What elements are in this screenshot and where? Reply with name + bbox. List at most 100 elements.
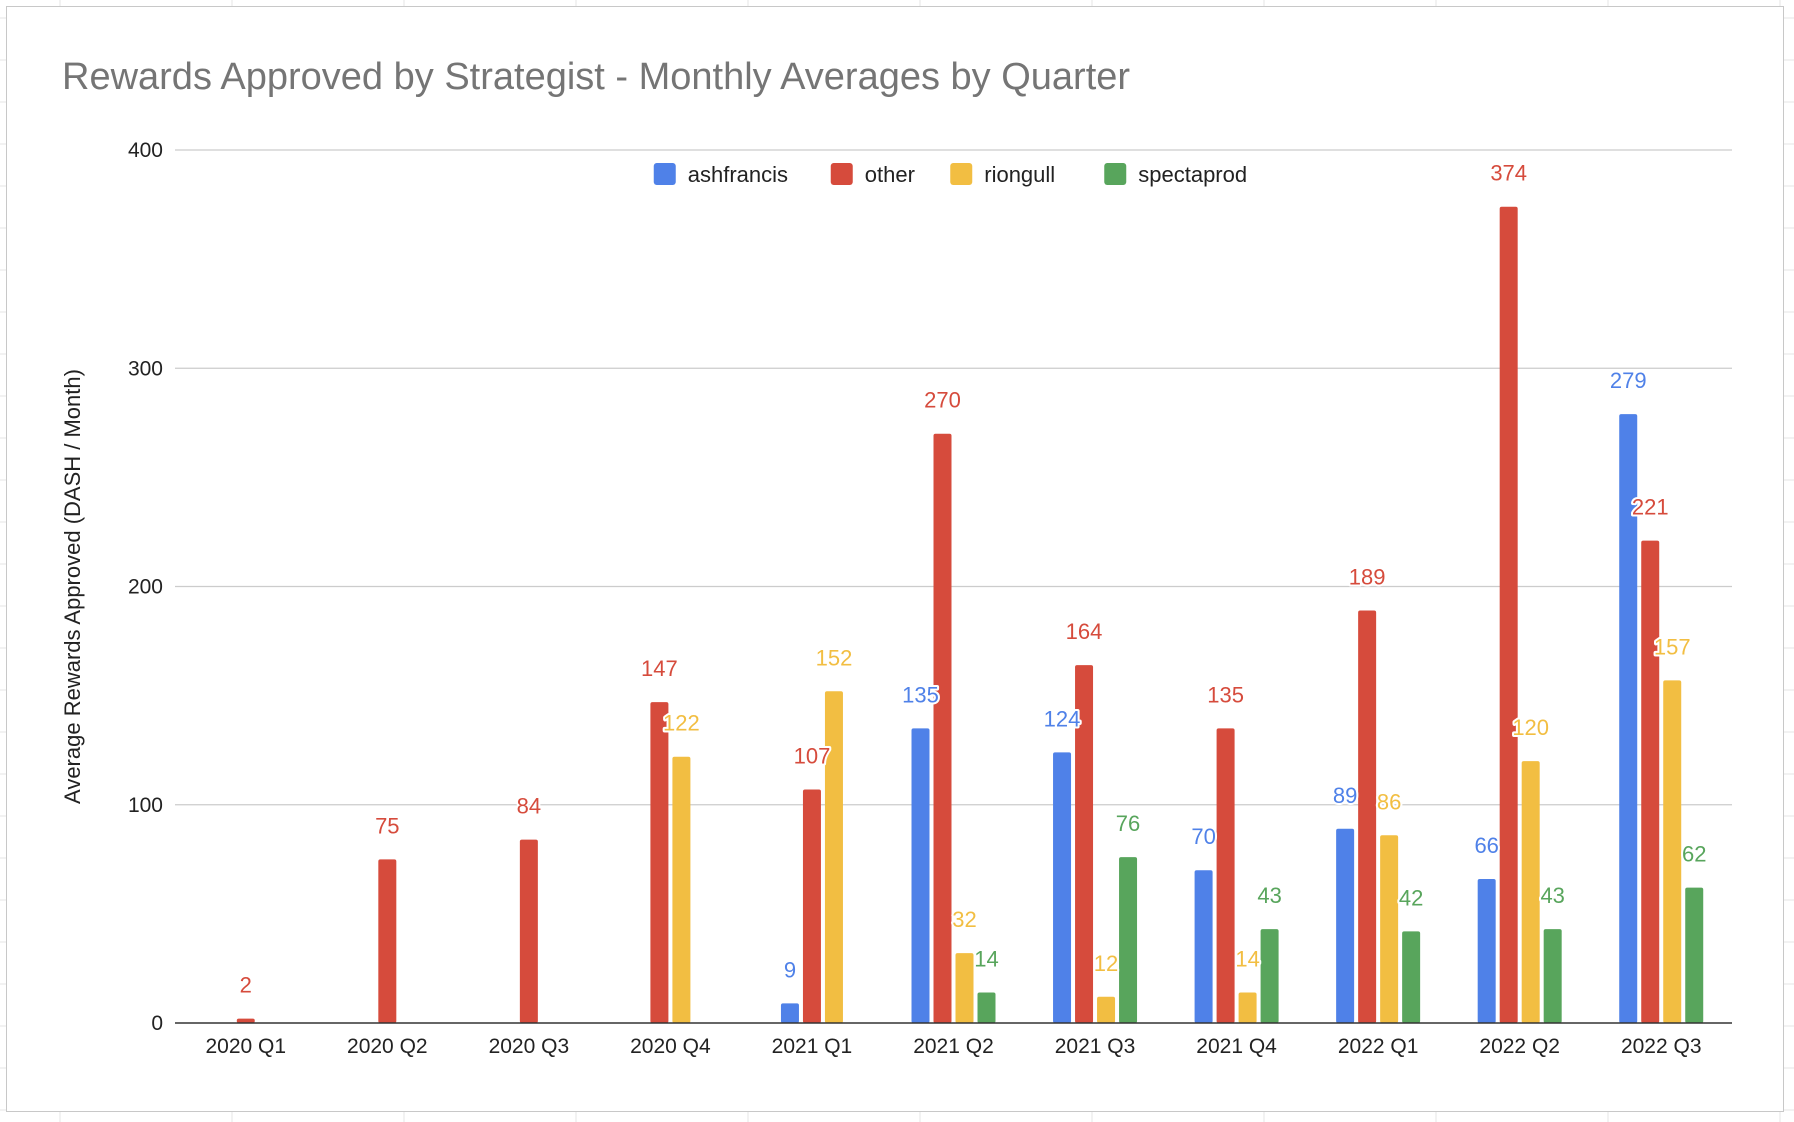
data-label: 89	[1333, 783, 1357, 808]
data-label: 135	[902, 682, 939, 707]
bar-riongull-2021-q1	[824, 691, 843, 1023]
data-label: 76	[1116, 811, 1140, 836]
data-label: 120	[1512, 715, 1549, 740]
bar-spectaprod-2022-q2	[1543, 929, 1562, 1023]
bar-riongull-2020-q4	[672, 756, 691, 1023]
bar-riongull-2021-q4	[1238, 992, 1257, 1023]
y-tick-label: 400	[128, 139, 163, 162]
bar-ashfrancis-2021-q4	[1194, 870, 1213, 1023]
x-tick-label: 2021 Q2	[913, 1035, 994, 1058]
bar-other-2020-q1	[236, 1018, 255, 1023]
bar-other-2020-q2	[378, 859, 397, 1023]
legend-label: ashfrancis	[688, 162, 788, 187]
data-label: 84	[517, 794, 541, 819]
legend-swatch	[1104, 163, 1127, 185]
data-label: 32	[952, 907, 976, 932]
data-label: 43	[1257, 883, 1281, 908]
data-label: 62	[1682, 842, 1706, 867]
bar-other-2021-q2	[933, 433, 952, 1024]
bar-ashfrancis-2022-q2	[1477, 878, 1496, 1023]
data-label: 70	[1191, 824, 1215, 849]
chart-title: Rewards Approved by Strategist - Monthly…	[62, 56, 1131, 98]
x-tick-label: 2020 Q3	[489, 1035, 570, 1058]
bar-ashfrancis-2021-q2	[911, 728, 930, 1023]
y-tick-label: 0	[151, 1012, 163, 1035]
bar-other-2022-q3	[1641, 540, 1660, 1023]
x-tick-label: 2022 Q1	[1338, 1035, 1419, 1058]
bar-riongull-2022-q1	[1380, 835, 1399, 1023]
bar-other-2022-q2	[1499, 206, 1518, 1023]
bar-other-2021-q3	[1075, 665, 1094, 1023]
legend: ashfrancis other riongull spectaprod	[653, 162, 1247, 187]
bar-spectaprod-2021-q3	[1119, 857, 1138, 1023]
bar-ashfrancis-2022-q1	[1336, 828, 1355, 1023]
data-label: 279	[1610, 368, 1647, 393]
data-label: 43	[1540, 883, 1564, 908]
x-axis-ticks: 2020 Q1 2020 Q2 2020 Q3 2020 Q4 2021 Q1 2021 …	[205, 1035, 1701, 1058]
legend-item-spectaprod[interactable]: spectaprod	[1104, 162, 1247, 187]
data-label: 221	[1632, 495, 1669, 520]
bar-other-2020-q4	[650, 702, 669, 1023]
data-label: 9	[784, 957, 796, 982]
bar-ashfrancis-2021-q3	[1053, 752, 1072, 1023]
x-tick-label: 2022 Q3	[1621, 1035, 1702, 1058]
legend-swatch	[950, 163, 973, 185]
data-label: 157	[1654, 634, 1691, 659]
bar-spectaprod-2021-q4	[1260, 929, 1279, 1023]
y-axis-ticks: 0 100 200 300 400	[128, 139, 163, 1035]
data-label: 270	[924, 388, 961, 413]
data-label: 75	[375, 813, 399, 838]
legend-swatch	[653, 163, 676, 185]
data-label: 107	[794, 743, 831, 768]
bar-spectaprod-2021-q2	[977, 992, 996, 1023]
legend-item-riongull[interactable]: riongull	[950, 162, 1055, 187]
data-label: 86	[1377, 789, 1401, 814]
data-label: 147	[641, 656, 678, 681]
legend-swatch	[830, 163, 853, 185]
bars	[236, 206, 1704, 1024]
bar-other-2020-q3	[519, 839, 538, 1023]
data-label: 122	[663, 711, 700, 736]
bar-spectaprod-2022-q3	[1685, 887, 1704, 1023]
data-label: 14	[974, 946, 998, 971]
data-label: 189	[1349, 565, 1386, 590]
data-label: 12	[1094, 951, 1118, 976]
x-tick-label: 2021 Q4	[1196, 1035, 1277, 1058]
x-tick-label: 2020 Q2	[347, 1035, 428, 1058]
y-tick-label: 300	[128, 357, 163, 380]
bar-riongull-2021-q3	[1097, 996, 1116, 1023]
bar-riongull-2022-q2	[1521, 761, 1540, 1023]
gridlines	[175, 149, 1732, 806]
data-label: 152	[816, 645, 853, 670]
bar-riongull-2021-q2	[955, 953, 974, 1023]
legend-label: spectaprod	[1138, 162, 1247, 187]
data-label: 164	[1066, 619, 1103, 644]
x-tick-label: 2021 Q3	[1055, 1035, 1136, 1058]
y-tick-label: 100	[128, 794, 163, 817]
data-label: 135	[1207, 682, 1244, 707]
legend-label: riongull	[984, 162, 1055, 187]
bar-other-2021-q1	[802, 789, 821, 1023]
y-tick-label: 200	[128, 576, 163, 599]
bar-riongull-2022-q3	[1663, 680, 1682, 1023]
x-tick-label: 2022 Q2	[1479, 1035, 1560, 1058]
data-label: 14	[1235, 946, 1259, 971]
x-tick-label: 2020 Q4	[630, 1035, 711, 1058]
y-axis-label: Average Rewards Approved (DASH / Month)	[60, 369, 85, 804]
x-tick-label: 2020 Q1	[205, 1035, 286, 1058]
data-label: 124	[1044, 706, 1081, 731]
data-label: 42	[1399, 885, 1423, 910]
legend-item-ashfrancis[interactable]: ashfrancis	[653, 162, 788, 187]
data-label: 66	[1474, 833, 1498, 858]
data-label: 374	[1490, 161, 1527, 186]
bar-other-2022-q1	[1358, 610, 1377, 1023]
legend-item-other[interactable]: other	[830, 162, 915, 187]
bar-other-2021-q4	[1216, 728, 1235, 1023]
data-label: 2	[240, 973, 252, 998]
bar-ashfrancis-2022-q3	[1619, 414, 1638, 1023]
bar-spectaprod-2022-q1	[1402, 931, 1421, 1023]
legend-label: other	[865, 162, 915, 187]
x-tick-label: 2021 Q1	[772, 1035, 853, 1058]
data-labels: 2 75 84 147 122 9 107 152 135 270 32 14 124 164 12 76 70…	[238, 159, 1709, 1000]
